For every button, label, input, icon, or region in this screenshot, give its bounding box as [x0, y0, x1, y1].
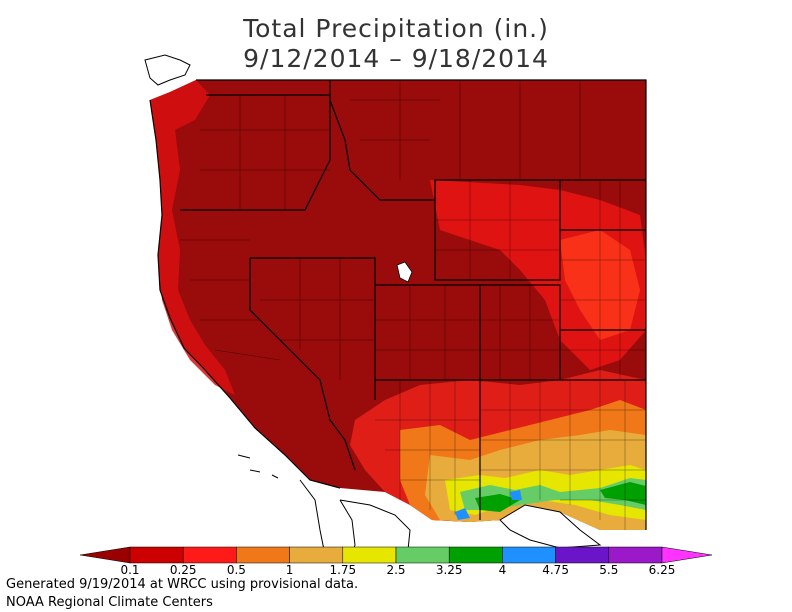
legend-bin	[448, 546, 503, 564]
legend-bin	[395, 546, 450, 564]
legend-bin	[289, 546, 344, 564]
legend-tick-label: 0.25	[169, 563, 197, 577]
legend-bin	[555, 546, 610, 564]
legend-colorbar	[79, 546, 713, 564]
legend-tick-label: 0.5	[226, 563, 246, 577]
county-borders	[180, 80, 646, 530]
band-blue	[455, 490, 522, 520]
legend-bin-arrow-high	[661, 546, 713, 564]
state-borders	[149, 79, 647, 530]
coast-band	[150, 80, 235, 395]
legend-bin	[502, 546, 556, 564]
map-region	[144, 54, 647, 561]
legend-bin	[236, 546, 290, 564]
legend-tick-label: 1	[285, 563, 294, 577]
legend-tick-label: 3.25	[435, 563, 463, 577]
legend-bin	[342, 546, 397, 564]
legend-bin	[608, 546, 663, 564]
map-title: Total Precipitation (in.)	[243, 14, 549, 43]
legend-tick-label: 2.5	[386, 563, 406, 577]
band-green	[475, 482, 646, 512]
legend-tick-label: 4	[498, 563, 507, 577]
legend-tick-label: 1.75	[329, 563, 357, 577]
footer-generated-note: Generated 9/19/2014 at WRCC using provis…	[6, 577, 359, 592]
map-date-range: 9/12/2014 – 9/18/2014	[243, 44, 549, 73]
legend-bin	[129, 546, 184, 564]
legend-tick-label: 4.75	[542, 563, 569, 577]
legend-tick-label: 5.5	[599, 563, 619, 577]
legend-tick-label: 6.25	[648, 563, 676, 577]
puget-sound-outline	[144, 54, 191, 86]
mexico-border-gap	[499, 504, 602, 549]
ocean-islands	[237, 454, 279, 479]
legend-tick-label: 0.1	[120, 563, 140, 577]
legend-bin-arrow-low	[79, 546, 131, 564]
legend-bin	[182, 546, 237, 564]
footer-organization: NOAA Regional Climate Centers	[6, 595, 213, 610]
great-salt-lake	[396, 261, 413, 283]
